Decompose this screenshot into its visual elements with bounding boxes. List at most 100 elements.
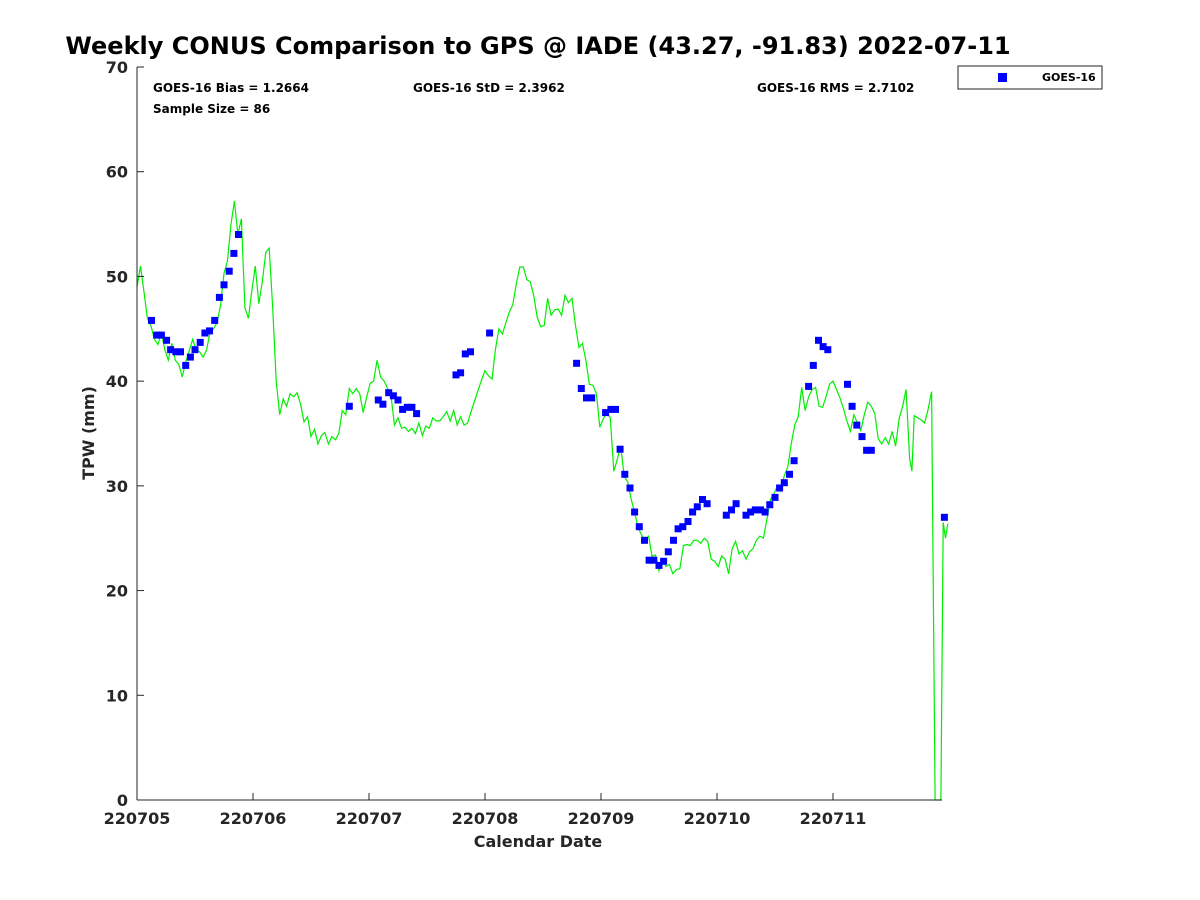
axes-background xyxy=(137,67,942,800)
goes16-point xyxy=(167,346,175,354)
goes16-point xyxy=(157,331,165,339)
goes16-point xyxy=(722,511,730,519)
goes16-point xyxy=(577,385,585,392)
legend-marker-goes16 xyxy=(998,73,1007,82)
goes16-point xyxy=(780,479,788,487)
goes16-point xyxy=(457,369,465,377)
goes16-point xyxy=(389,392,397,400)
goes16-point xyxy=(824,346,832,354)
goes16-point xyxy=(413,410,421,418)
goes16-point xyxy=(486,329,494,337)
x-tick-label: 220705 xyxy=(104,809,171,828)
goes16-point xyxy=(650,556,658,564)
sample-size-stat: Sample Size = 86 xyxy=(153,102,270,116)
y-tick-label: 0 xyxy=(117,791,128,810)
goes16-point xyxy=(172,348,180,356)
goes16-point xyxy=(863,446,871,454)
goes16-point xyxy=(379,400,387,408)
goes16-point xyxy=(148,316,155,324)
x-tick-label: 220706 xyxy=(220,809,287,828)
goes16-point xyxy=(819,343,827,351)
goes16-point xyxy=(728,506,735,514)
goes16-point xyxy=(385,389,393,397)
goes16-point xyxy=(815,336,822,344)
goes16-point xyxy=(844,380,851,388)
rms-stat: GOES-16 RMS = 2.7102 xyxy=(757,81,914,95)
goes16-series-markers xyxy=(148,231,948,569)
goes16-point xyxy=(191,346,199,354)
goes16-point xyxy=(771,493,779,501)
goes16-point xyxy=(163,336,171,344)
y-tick-label: 10 xyxy=(106,686,128,705)
goes16-point xyxy=(235,231,242,238)
goes16-point xyxy=(703,500,711,508)
goes16-point xyxy=(153,331,161,339)
goes16-point xyxy=(201,329,209,337)
goes16-point xyxy=(220,281,228,289)
x-tick-label: 220708 xyxy=(452,809,519,828)
goes16-point xyxy=(747,508,755,516)
goes16-point xyxy=(626,484,634,492)
goes16-point xyxy=(689,508,697,516)
goes16-point xyxy=(225,267,233,275)
y-tick-label: 50 xyxy=(106,267,128,286)
x-axis-ticks: 220705 220706 220707 220708 220709 220710 2207… xyxy=(104,793,867,828)
goes16-point xyxy=(641,536,648,544)
goes16-point xyxy=(635,523,643,531)
goes16-point xyxy=(399,405,407,413)
goes16-point xyxy=(394,396,402,404)
goes16-point xyxy=(670,536,677,544)
goes16-point xyxy=(751,506,759,514)
goes16-point xyxy=(452,371,460,379)
goes16-point xyxy=(211,316,219,324)
goes16-point xyxy=(732,500,740,508)
goes16-point xyxy=(757,506,764,514)
goes16-point xyxy=(583,394,590,402)
goes16-point xyxy=(467,348,474,356)
y-tick-label: 40 xyxy=(106,372,128,391)
goes16-point xyxy=(631,508,639,516)
x-tick-label: 220710 xyxy=(684,809,751,828)
goes16-point xyxy=(196,338,204,346)
goes16-point xyxy=(177,348,184,356)
goes16-point xyxy=(790,457,798,465)
goes16-point xyxy=(761,508,769,516)
goes16-point xyxy=(230,249,238,257)
goes16-point xyxy=(616,445,624,453)
goes16-point xyxy=(206,327,213,335)
goes16-point xyxy=(374,396,382,404)
goes16-point xyxy=(684,518,692,525)
goes16-point xyxy=(867,446,875,454)
goes16-point xyxy=(742,511,750,519)
bias-stat: GOES-16 Bias = 1.2664 xyxy=(153,81,309,95)
goes16-point xyxy=(612,405,619,413)
goes16-point xyxy=(679,523,687,531)
goes16-point xyxy=(403,403,411,411)
goes16-point xyxy=(186,353,194,361)
goes16-point xyxy=(853,421,861,429)
goes16-point xyxy=(940,513,948,521)
gps-line-path xyxy=(136,200,949,801)
y-axis-label: TPW (mm) xyxy=(79,386,98,480)
y-tick-label: 30 xyxy=(106,477,128,496)
goes16-point xyxy=(621,470,629,478)
goes16-point xyxy=(809,361,817,369)
goes16-point xyxy=(573,359,581,367)
goes16-point xyxy=(345,402,353,410)
goes16-point xyxy=(215,293,223,301)
legend-box xyxy=(957,65,1103,90)
goes16-point xyxy=(776,484,784,492)
goes16-point xyxy=(699,496,706,503)
y-axis-ticks: 0 10 20 30 40 50 60 70 xyxy=(106,58,144,810)
goes16-point xyxy=(182,361,190,369)
y-tick-label: 60 xyxy=(106,163,128,182)
legend-label-goes16: GOES-16 xyxy=(1042,71,1096,84)
goes16-point xyxy=(693,503,701,511)
goes16-point xyxy=(408,403,416,411)
plot-area xyxy=(136,67,949,801)
goes16-point xyxy=(664,548,672,556)
x-tick-label: 220711 xyxy=(800,809,867,828)
chart-title: Weekly CONUS Comparison to GPS @ IADE (4… xyxy=(65,32,1010,60)
y-tick-label: 20 xyxy=(106,582,128,601)
